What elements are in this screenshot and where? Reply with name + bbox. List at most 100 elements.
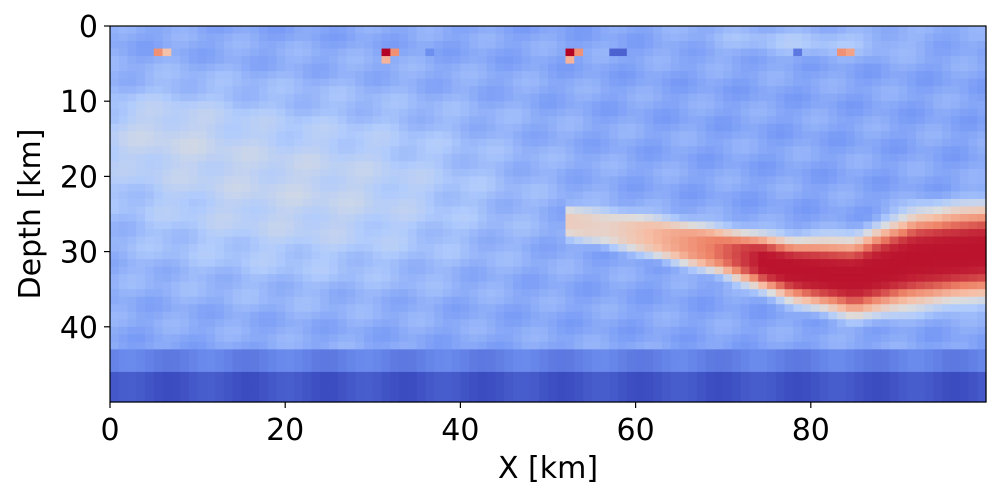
heatmap-cell xyxy=(329,168,339,177)
heatmap-cell xyxy=(863,236,873,245)
heatmap-cell xyxy=(959,356,970,365)
heatmap-cell xyxy=(302,349,313,358)
heatmap-cell xyxy=(407,349,418,358)
heatmap-cell xyxy=(469,183,479,193)
heatmap-cell xyxy=(416,183,426,193)
heatmap-cell xyxy=(854,214,864,223)
heatmap-cell xyxy=(407,123,418,132)
heatmap-cell xyxy=(162,244,172,253)
heatmap-cell xyxy=(968,206,978,215)
heatmap-cell xyxy=(635,356,645,365)
heatmap-cell xyxy=(486,191,497,200)
heatmap-cell xyxy=(118,198,129,208)
heatmap-cell xyxy=(390,123,400,132)
heatmap-cell xyxy=(731,251,742,260)
heatmap-cell xyxy=(276,341,286,350)
heatmap-cell xyxy=(661,281,672,290)
heatmap-cell xyxy=(854,274,864,283)
heatmap-cell xyxy=(285,138,295,147)
heatmap-cell xyxy=(477,349,488,358)
heatmap-cell xyxy=(872,356,882,365)
heatmap-cell xyxy=(828,153,838,162)
heatmap-cell xyxy=(705,86,716,95)
heatmap-cell xyxy=(942,244,952,253)
heatmap-cell xyxy=(197,311,207,320)
heatmap-cell xyxy=(223,108,234,117)
heatmap-cell xyxy=(802,289,812,298)
heatmap-cell xyxy=(828,41,838,50)
heatmap-cell xyxy=(618,26,628,35)
heatmap-cell xyxy=(758,183,768,193)
heatmap-cell xyxy=(434,101,444,110)
heatmap-cell xyxy=(696,176,707,185)
heatmap-cell xyxy=(442,236,453,245)
heatmap-cell xyxy=(110,153,120,162)
heatmap-cell xyxy=(968,319,978,328)
heatmap-cell xyxy=(434,266,444,275)
heatmap-cell xyxy=(372,244,383,253)
heatmap-cell xyxy=(346,259,356,268)
heatmap-cell xyxy=(530,206,540,215)
heatmap-cell xyxy=(688,206,698,215)
heatmap-cell xyxy=(267,206,278,215)
heatmap-cell xyxy=(731,123,742,132)
heatmap-cell xyxy=(880,334,891,343)
heatmap-cell xyxy=(504,78,514,87)
heatmap-cell xyxy=(784,364,794,373)
heatmap-cell xyxy=(583,281,593,290)
heatmap-cell xyxy=(705,168,716,177)
heatmap-cell xyxy=(942,48,952,57)
heatmap-cell xyxy=(311,131,321,140)
heatmap-cell xyxy=(942,206,952,215)
heatmap-cell xyxy=(407,251,418,260)
heatmap-cell xyxy=(565,319,575,328)
heatmap-cell xyxy=(591,71,602,80)
heatmap-cell xyxy=(451,176,461,185)
heatmap-cell xyxy=(425,183,435,193)
heatmap-cell xyxy=(486,33,497,42)
heatmap-cell xyxy=(924,349,935,358)
heatmap-cell xyxy=(539,161,549,170)
heatmap-cell xyxy=(223,146,234,155)
heatmap-cell xyxy=(293,93,304,102)
heatmap-cell xyxy=(320,349,330,358)
heatmap-cell xyxy=(460,71,470,80)
heatmap-cell xyxy=(258,78,269,87)
heatmap-cell xyxy=(495,138,505,147)
heatmap-cell xyxy=(600,48,610,57)
heatmap-cell xyxy=(670,168,680,177)
heatmap-cell xyxy=(197,161,207,170)
heatmap-cell xyxy=(933,296,943,305)
heatmap-cell xyxy=(434,63,444,72)
heatmap-cell xyxy=(731,386,742,396)
heatmap-cell xyxy=(802,41,812,50)
heatmap-cell xyxy=(626,236,637,245)
heatmap-cell xyxy=(705,334,716,343)
heatmap-cell xyxy=(197,153,207,162)
heatmap-cell xyxy=(197,138,207,147)
heatmap-cell xyxy=(329,33,339,42)
heatmap-cell xyxy=(626,48,637,57)
heatmap-cell xyxy=(758,349,768,358)
heatmap-cell xyxy=(845,33,856,42)
heatmap-cell xyxy=(372,296,383,305)
heatmap-cell xyxy=(539,198,549,208)
heatmap-cell xyxy=(670,289,680,298)
heatmap-cell xyxy=(223,311,234,320)
heatmap-cell xyxy=(977,349,987,358)
heatmap-cell xyxy=(854,341,864,350)
heatmap-cell xyxy=(145,101,155,110)
heatmap-cell xyxy=(810,206,821,215)
heatmap-cell xyxy=(696,266,707,275)
heatmap-cell xyxy=(924,93,935,102)
heatmap-cell xyxy=(285,146,295,155)
heatmap-cell xyxy=(364,131,374,140)
heatmap-cell xyxy=(837,296,847,305)
heatmap-cell xyxy=(241,221,251,230)
heatmap-cell xyxy=(714,274,724,283)
heatmap-cell xyxy=(977,146,987,155)
heatmap-cell xyxy=(731,48,742,57)
heatmap-cell xyxy=(714,123,724,132)
heatmap-cell xyxy=(635,236,645,245)
heatmap-cell xyxy=(591,101,602,110)
